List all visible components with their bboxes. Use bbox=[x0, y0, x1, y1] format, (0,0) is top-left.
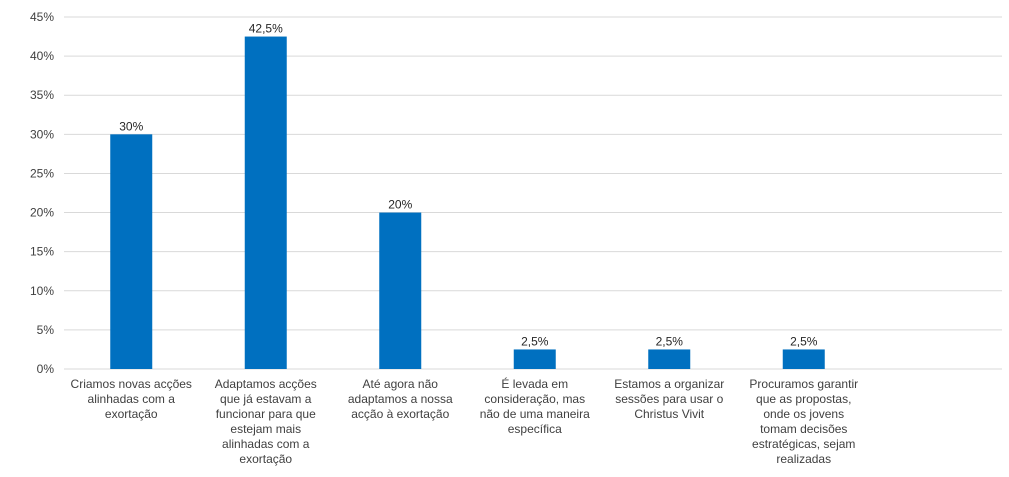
bar bbox=[782, 349, 825, 369]
bar bbox=[110, 134, 153, 369]
y-axis: 0% 5% 10% 15% 20% 25% 30% 35% 40% 45% bbox=[30, 10, 54, 376]
y-tick-label: 30% bbox=[30, 127, 54, 141]
category-label: Criamos novas acções alinhadas com a exort… bbox=[71, 377, 192, 421]
data-labels: 30% 42,5% 20% 2,5% 2,5% 2,5% bbox=[119, 22, 818, 349]
bar bbox=[648, 349, 691, 369]
category-label: Adaptamos acções que já estavam a funciona… bbox=[215, 377, 317, 466]
y-tick-label: 5% bbox=[37, 323, 55, 337]
data-label: 2,5% bbox=[656, 334, 684, 348]
category-label: É levada em consideração, mas não de uma m… bbox=[480, 376, 590, 436]
y-tick-label: 25% bbox=[30, 166, 54, 180]
bar bbox=[379, 212, 422, 369]
y-tick-label: 10% bbox=[30, 284, 54, 298]
category-label: Procuramos garantir que as propostas, onde… bbox=[749, 377, 858, 466]
data-label: 2,5% bbox=[790, 334, 818, 348]
gridlines bbox=[64, 16, 1002, 370]
bar bbox=[244, 36, 287, 370]
category-label: Até agora não adaptamos a nossa acção à ex… bbox=[348, 377, 453, 421]
y-tick-label: 0% bbox=[37, 362, 55, 376]
data-label: 30% bbox=[119, 119, 143, 133]
y-tick-label: 35% bbox=[30, 88, 54, 102]
category-label: Estamos a organizar sessões para usar o Ch… bbox=[614, 377, 724, 421]
data-label: 20% bbox=[388, 198, 412, 212]
y-tick-label: 20% bbox=[30, 206, 54, 220]
y-tick-label: 45% bbox=[30, 10, 54, 24]
y-tick-label: 15% bbox=[30, 245, 54, 259]
data-label: 2,5% bbox=[521, 334, 549, 348]
bars bbox=[110, 36, 825, 370]
x-axis: Criamos novas acções alinhadas com a exort… bbox=[71, 376, 859, 466]
data-label: 42,5% bbox=[249, 22, 283, 36]
y-tick-label: 40% bbox=[30, 49, 54, 63]
bar bbox=[513, 349, 556, 369]
